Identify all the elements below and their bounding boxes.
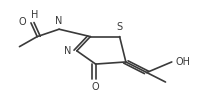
Text: S: S bbox=[117, 22, 123, 32]
Text: N: N bbox=[55, 16, 63, 25]
Text: N: N bbox=[64, 46, 72, 56]
Text: OH: OH bbox=[176, 57, 191, 67]
Text: O: O bbox=[92, 82, 99, 92]
Text: O: O bbox=[18, 17, 26, 27]
Text: H: H bbox=[31, 10, 38, 20]
